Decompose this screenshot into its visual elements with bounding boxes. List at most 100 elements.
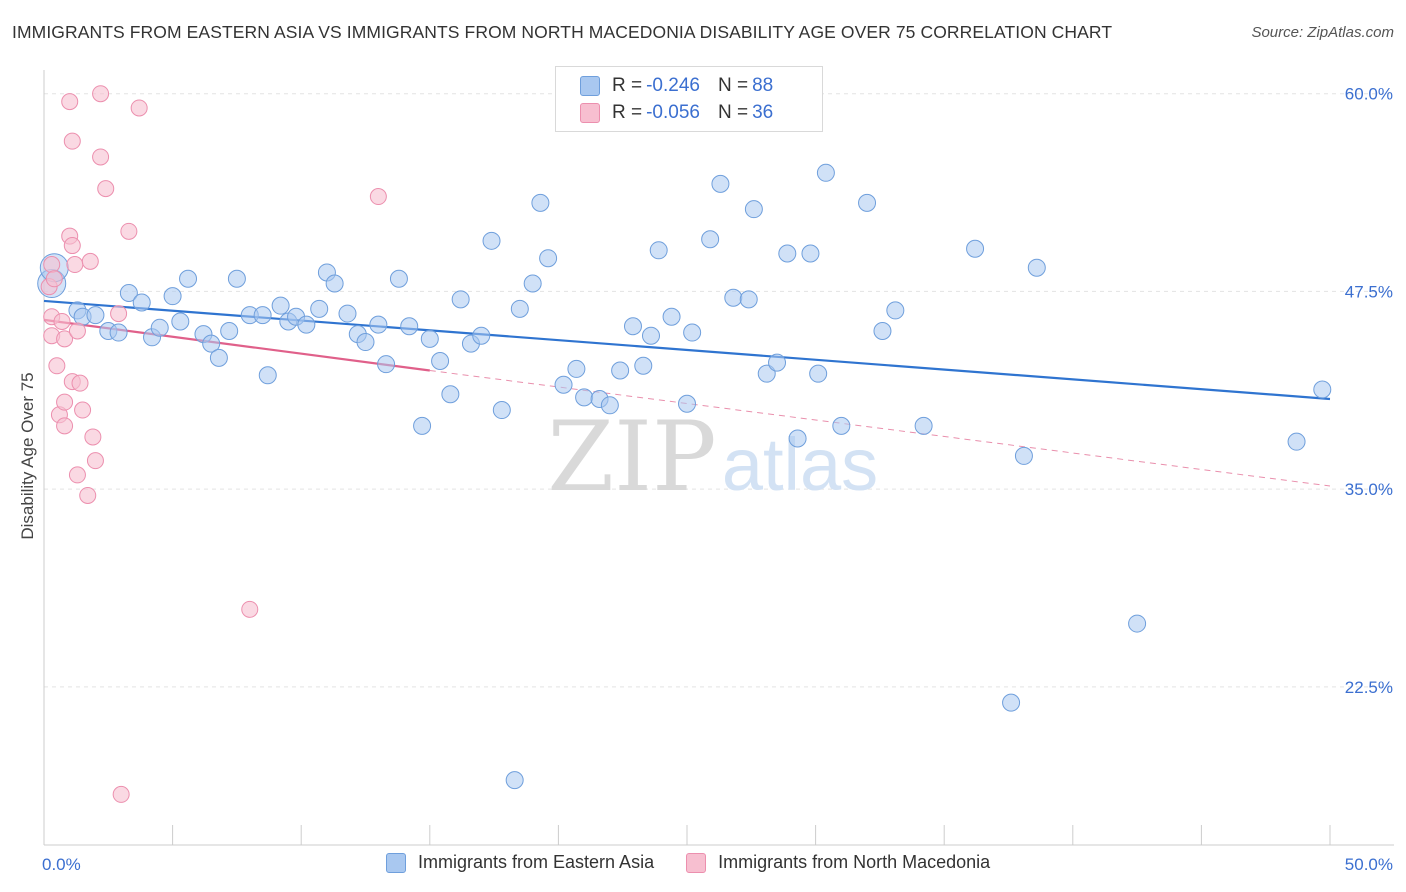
y-tick-label: 35.0% — [1345, 480, 1393, 499]
trend-line-north-macedonia-extension — [429, 370, 1331, 487]
data-point-north-macedonia — [110, 305, 128, 323]
data-point-north-macedonia — [92, 148, 110, 166]
data-point-north-macedonia — [45, 270, 63, 288]
data-point-eastern-asia — [109, 323, 128, 342]
y-tick-label: 22.5% — [1345, 678, 1393, 697]
series-north-macedonia-points — [40, 85, 387, 803]
data-point-north-macedonia — [74, 401, 92, 419]
pink-swatch — [686, 852, 707, 873]
data-point-eastern-asia — [271, 296, 290, 315]
data-point-north-macedonia — [63, 132, 81, 150]
chart-title: IMMIGRANTS FROM EASTERN ASIA VS IMMIGRAN… — [12, 22, 1113, 42]
y-tick-label: 60.0% — [1345, 85, 1393, 104]
data-point-eastern-asia — [338, 304, 357, 323]
legend-label-north-macedonia: Immigrants from North Macedonia — [718, 852, 991, 872]
data-point-eastern-asia — [356, 333, 375, 352]
data-point-eastern-asia — [510, 299, 529, 318]
data-point-eastern-asia — [86, 306, 105, 325]
data-point-eastern-asia — [623, 317, 642, 336]
data-point-eastern-asia — [150, 318, 169, 337]
data-point-north-macedonia — [92, 85, 110, 103]
data-point-eastern-asia — [724, 288, 743, 307]
data-point-eastern-asia — [1287, 432, 1306, 451]
n-value-north-macedonia: 36 — [752, 102, 774, 123]
x-tick-label-min: 0.0% — [42, 855, 81, 874]
data-point-eastern-asia — [202, 334, 221, 353]
legend-item-north-macedonia[interactable]: Immigrants from North Macedonia — [686, 852, 990, 873]
data-point-eastern-asia — [132, 293, 151, 312]
data-point-eastern-asia — [554, 375, 573, 394]
data-point-north-macedonia — [81, 252, 99, 270]
data-point-north-macedonia — [48, 357, 66, 375]
data-point-eastern-asia — [310, 299, 329, 318]
data-point-eastern-asia — [801, 244, 820, 263]
watermark-zip: ZIP — [547, 401, 716, 513]
legend-row-eastern-asia: R = -0.246 N = 88 — [580, 74, 773, 98]
data-point-eastern-asia — [567, 359, 586, 378]
data-point-eastern-asia — [1027, 258, 1046, 277]
data-point-eastern-asia — [886, 301, 905, 320]
tick-labels: 22.5% 35.0% 47.5% 60.0% 0.0% 50.0% — [42, 85, 1393, 874]
data-point-eastern-asia — [179, 269, 198, 288]
data-point-eastern-asia — [649, 241, 668, 260]
pink-swatch — [580, 103, 600, 123]
data-point-eastern-asia — [757, 364, 776, 383]
data-point-eastern-asia — [253, 306, 272, 325]
data-point-eastern-asia — [325, 274, 344, 293]
data-point-eastern-asia — [539, 249, 558, 268]
data-point-north-macedonia — [68, 322, 86, 340]
data-point-eastern-asia — [966, 239, 985, 258]
data-point-eastern-asia — [575, 388, 594, 407]
data-point-eastern-asia — [209, 348, 228, 367]
data-point-eastern-asia — [413, 416, 432, 435]
data-point-eastern-asia — [389, 269, 408, 288]
data-point-eastern-asia — [441, 385, 460, 404]
data-point-north-macedonia — [97, 180, 115, 198]
data-point-eastern-asia — [701, 230, 720, 249]
data-point-north-macedonia — [86, 452, 104, 470]
data-point-eastern-asia — [641, 326, 660, 345]
r-label: R = — [612, 102, 643, 123]
data-point-eastern-asia — [768, 353, 787, 372]
legend-item-eastern-asia[interactable]: Immigrants from Eastern Asia — [386, 852, 654, 873]
watermark: ZIP atlas — [547, 401, 878, 513]
data-point-eastern-asia — [1002, 693, 1021, 712]
data-point-north-macedonia — [84, 428, 102, 446]
data-point-north-macedonia — [120, 222, 138, 240]
x-tick-label-max: 50.0% — [1345, 855, 1393, 874]
data-point-eastern-asia — [431, 352, 450, 371]
n-label: N = — [717, 102, 749, 123]
data-point-eastern-asia — [523, 274, 542, 293]
data-point-eastern-asia — [451, 290, 470, 309]
data-point-north-macedonia — [56, 393, 74, 411]
data-point-eastern-asia — [1128, 614, 1147, 633]
data-point-north-macedonia — [56, 330, 74, 348]
data-point-eastern-asia — [220, 321, 239, 340]
data-point-north-macedonia — [61, 93, 79, 111]
n-label: N = — [717, 75, 749, 96]
data-point-eastern-asia — [739, 290, 758, 309]
data-point-eastern-asia — [809, 364, 828, 383]
data-point-north-macedonia — [56, 417, 74, 435]
r-value-north-macedonia: -0.056 — [646, 102, 700, 123]
data-point-eastern-asia — [1313, 380, 1332, 399]
data-point-eastern-asia — [816, 163, 835, 182]
data-point-eastern-asia — [531, 193, 550, 212]
blue-swatch — [580, 76, 600, 96]
data-point-eastern-asia — [600, 396, 619, 415]
y-tick-label: 47.5% — [1345, 282, 1393, 301]
data-point-eastern-asia — [1014, 446, 1033, 465]
data-point-north-macedonia — [43, 256, 61, 274]
trend-line-eastern-asia — [43, 299, 1331, 401]
data-point-north-macedonia — [66, 256, 84, 274]
data-point-eastern-asia — [492, 401, 511, 420]
legend-label-eastern-asia: Immigrants from Eastern Asia — [418, 852, 655, 872]
data-point-eastern-asia — [505, 771, 524, 790]
data-point-north-macedonia — [112, 785, 130, 803]
data-point-eastern-asia — [369, 315, 388, 334]
data-point-eastern-asia — [258, 366, 277, 385]
data-point-north-macedonia — [53, 312, 71, 330]
axes — [43, 70, 1394, 846]
data-point-eastern-asia — [472, 326, 491, 345]
